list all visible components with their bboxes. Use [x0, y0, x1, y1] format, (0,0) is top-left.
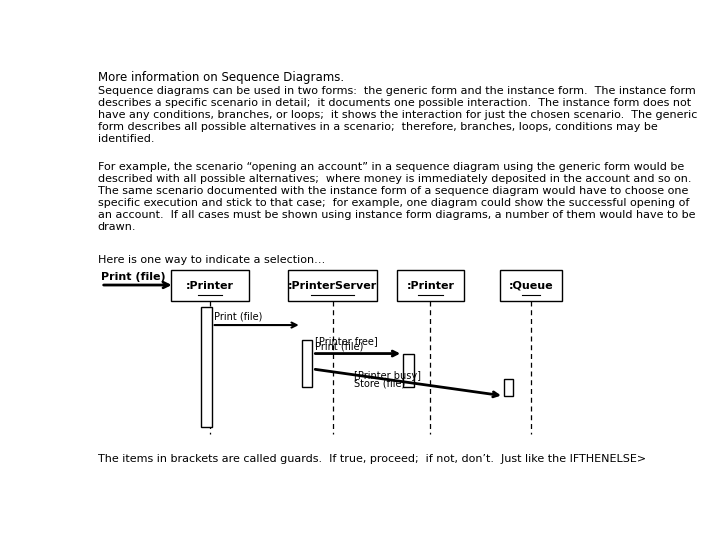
Text: Print (file): Print (file)	[315, 341, 363, 352]
Text: Store (file): Store (file)	[354, 378, 405, 388]
Text: :Printer: :Printer	[406, 281, 454, 291]
Text: Print (file): Print (file)	[214, 312, 262, 322]
Bar	[403, 354, 414, 387]
Bar	[397, 271, 464, 301]
Bar	[288, 271, 377, 301]
Bar	[171, 271, 249, 301]
Bar	[302, 340, 312, 387]
Text: Print (file): Print (file)	[101, 272, 166, 282]
Text: Sequence diagrams can be used in two forms:  the generic form and the instance f: Sequence diagrams can be used in two for…	[98, 86, 697, 144]
Bar	[500, 271, 562, 301]
Text: For example, the scenario “opening an account” in a sequence diagram using the g: For example, the scenario “opening an ac…	[98, 162, 696, 232]
Text: :Queue: :Queue	[508, 281, 553, 291]
Text: :PrinterServer: :PrinterServer	[288, 281, 377, 291]
Bar	[201, 307, 212, 427]
Text: [Printer free]: [Printer free]	[315, 336, 377, 346]
Text: The items in brackets are called guards.  If true, proceed;  if not, don’t.  Jus: The items in brackets are called guards.…	[98, 454, 646, 464]
Text: More information on Sequence Diagrams.: More information on Sequence Diagrams.	[98, 71, 344, 84]
Text: Here is one way to indicate a selection…: Here is one way to indicate a selection…	[98, 255, 325, 265]
Text: [Printer busy]: [Printer busy]	[354, 371, 420, 381]
Bar	[504, 379, 513, 396]
Text: :Printer: :Printer	[186, 281, 234, 291]
